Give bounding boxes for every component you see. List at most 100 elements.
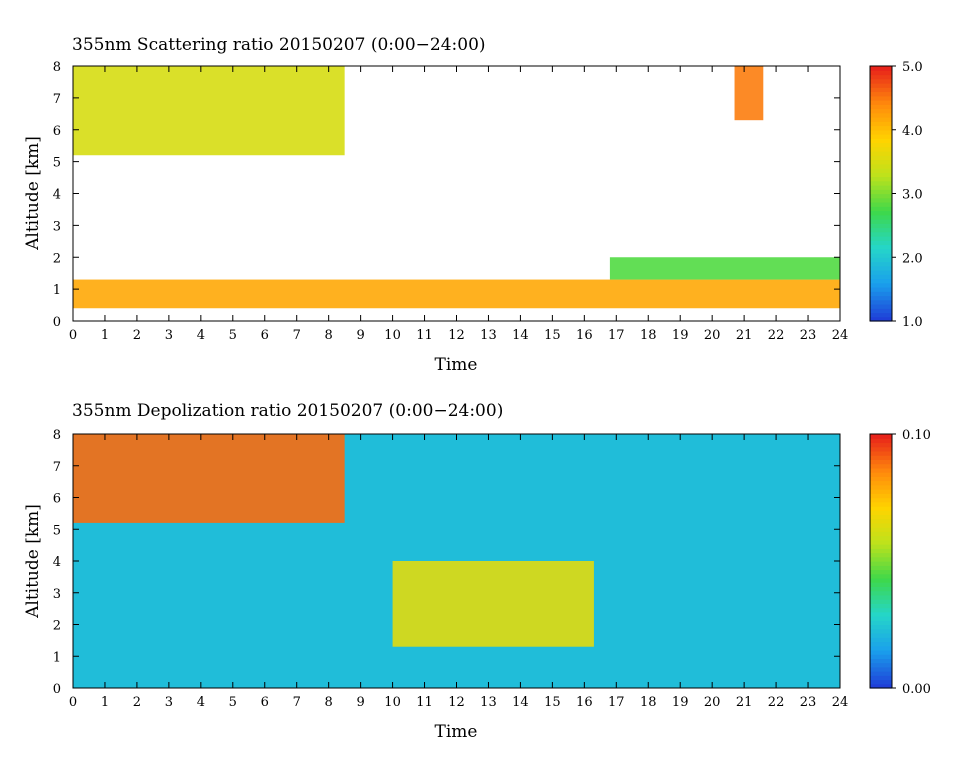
- colorbar-segment: [870, 446, 892, 452]
- colorbar-segment: [870, 100, 892, 105]
- y-tick-label: 8: [53, 60, 61, 75]
- colorbar-segment: [870, 244, 892, 250]
- colorbar-segment: [870, 641, 892, 647]
- x-tick-label: 0: [69, 328, 77, 343]
- chart-title: 355nm Scattering ratio 20150207 (0:00−24…: [72, 35, 486, 55]
- colorbar-segment: [870, 189, 892, 195]
- x-tick-label: 7: [293, 695, 301, 710]
- colorbar-segment: [870, 206, 892, 212]
- colorbar-segment: [870, 159, 892, 165]
- x-tick-label: 13: [480, 328, 497, 343]
- x-tick-label: 5: [229, 328, 237, 343]
- colorbar-tick-label: 3.0: [902, 188, 923, 203]
- y-tick-label: 1: [53, 650, 61, 665]
- y-tick-label: 7: [53, 92, 61, 107]
- x-tick-label: 22: [768, 328, 785, 343]
- colorbar-segment: [870, 459, 892, 465]
- colorbar-tick-label: 1.0: [902, 315, 923, 330]
- colorbar-segment: [870, 620, 892, 626]
- heatmap-cell: [734, 66, 764, 121]
- colorbar-segment: [870, 223, 892, 229]
- heatmap-cell: [73, 279, 840, 309]
- colorbar-segment: [870, 134, 892, 139]
- x-tick-label: 6: [261, 328, 269, 343]
- y-tick-label: 0: [53, 682, 61, 697]
- y-tick-label: 3: [53, 587, 61, 602]
- x-tick-label: 23: [800, 695, 817, 710]
- colorbar-segment: [870, 291, 892, 297]
- colorbar-segment: [870, 180, 892, 186]
- colorbar-segment: [870, 219, 892, 224]
- colorbar-segment: [870, 176, 892, 182]
- colorbar-segment: [870, 586, 892, 592]
- y-tick-label: 6: [53, 492, 61, 507]
- colorbar-segment: [870, 151, 892, 156]
- colorbar-segment: [870, 577, 892, 583]
- x-tick-label: 18: [640, 328, 657, 343]
- colorbar-segment: [870, 87, 892, 93]
- colorbar-segment: [870, 236, 892, 241]
- colorbar-segment: [870, 662, 892, 668]
- colorbar-segment: [870, 274, 892, 280]
- colorbar-segment: [870, 287, 892, 292]
- x-axis-label: Time: [435, 722, 478, 742]
- x-tick-label: 15: [544, 328, 561, 343]
- colorbar-segment: [870, 505, 892, 511]
- colorbar-segment: [870, 484, 892, 490]
- colorbar-segment: [870, 683, 892, 689]
- x-tick-label: 24: [832, 695, 849, 710]
- x-tick-label: 5: [229, 695, 237, 710]
- colorbar-segment: [870, 455, 892, 460]
- colorbar-segment: [870, 83, 892, 88]
- colorbar-segment: [870, 227, 892, 233]
- colorbar-segment: [870, 556, 892, 562]
- x-tick-label: 17: [608, 328, 625, 343]
- x-tick-label: 23: [800, 328, 817, 343]
- colorbar-segment: [870, 594, 892, 600]
- colorbar-segment: [870, 679, 892, 685]
- x-axis: 0 1 2 3 4 5 6 7 8 9 10 11 12 13 14 15 16 17 18 19 20 21 22 23 24: [69, 434, 848, 710]
- y-tick-label: 5: [53, 523, 61, 538]
- colorbar: 0.00 0.10: [869, 428, 931, 697]
- x-tick-label: 20: [704, 328, 721, 343]
- colorbar-segment: [870, 202, 892, 207]
- colorbar-segment: [870, 74, 892, 80]
- x-tick-label: 19: [672, 328, 689, 343]
- colorbar-segment: [870, 539, 892, 545]
- colorbar-segment: [870, 522, 892, 528]
- colorbar-tick-label: 5.0: [902, 60, 923, 75]
- x-axis-label: Time: [435, 355, 478, 375]
- x-axis: 0 1 2 3 4 5 6 7 8 9 10 11 12 13 14 15 16 17 18 19 20 21 22 23 24: [69, 66, 848, 343]
- colorbar-segment: [870, 649, 892, 655]
- y-tick-label: 4: [53, 555, 61, 570]
- y-tick-label: 0: [53, 315, 61, 330]
- x-tick-label: 21: [736, 328, 753, 343]
- colorbar-segment: [870, 210, 892, 216]
- x-tick-label: 11: [416, 328, 433, 343]
- colorbar-segment: [870, 257, 892, 263]
- x-tick-label: 1: [101, 328, 109, 343]
- colorbar-segment: [870, 434, 892, 439]
- y-axis: 0 1 2 3 4 5 6 7 8: [53, 428, 840, 697]
- panel-scattering-ratio: 355nm Scattering ratio 20150207 (0:00−24…: [23, 35, 923, 375]
- x-tick-label: 9: [356, 328, 364, 343]
- colorbar-segment: [870, 146, 892, 152]
- x-tick-label: 2: [133, 695, 141, 710]
- colorbar-segment: [870, 112, 892, 118]
- colorbar-segment: [870, 544, 892, 549]
- x-tick-label: 15: [544, 695, 561, 710]
- colorbar-segment: [870, 214, 892, 220]
- x-tick-label: 4: [197, 695, 205, 710]
- x-tick-label: 13: [480, 695, 497, 710]
- colorbar-segment: [870, 278, 892, 284]
- colorbar-segment: [870, 607, 892, 613]
- y-tick-label: 5: [53, 156, 61, 171]
- colorbar-segment: [870, 632, 892, 638]
- colorbar-segment: [870, 265, 892, 271]
- colorbar-segment: [870, 282, 892, 288]
- colorbar-segment: [870, 654, 892, 659]
- colorbar-segment: [870, 125, 892, 131]
- colorbar-segment: [870, 624, 892, 630]
- colorbar-segment: [870, 308, 892, 314]
